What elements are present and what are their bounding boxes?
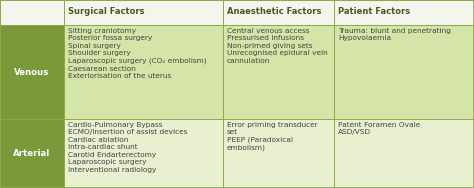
Text: Patent Foramen Ovale
ASD/VSD: Patent Foramen Ovale ASD/VSD bbox=[338, 122, 420, 135]
Bar bbox=[64, 25, 223, 119]
Text: Trauma: blunt and penetrating
Hypovolaemia: Trauma: blunt and penetrating Hypovolaem… bbox=[338, 28, 451, 41]
Text: Anaesthetic Factors: Anaesthetic Factors bbox=[227, 7, 321, 16]
Bar bbox=[223, 0, 334, 25]
Bar bbox=[334, 0, 474, 25]
Bar bbox=[64, 0, 223, 25]
Text: Central venous access
Pressurised infusions
Non-primed giving sets
Unrecognised : Central venous access Pressurised infusi… bbox=[227, 28, 328, 64]
Text: Surgical Factors: Surgical Factors bbox=[68, 7, 144, 16]
Bar bbox=[334, 25, 474, 119]
Bar bbox=[334, 119, 474, 188]
Text: Patient Factors: Patient Factors bbox=[338, 7, 410, 16]
Text: Error priming transducer
set
PEEP (Paradoxical
embolism): Error priming transducer set PEEP (Parad… bbox=[227, 122, 317, 151]
Bar bbox=[223, 119, 334, 188]
Bar bbox=[0, 0, 64, 25]
Bar bbox=[64, 119, 223, 188]
Text: Venous: Venous bbox=[14, 68, 50, 77]
Bar bbox=[0, 25, 64, 119]
Bar bbox=[223, 25, 334, 119]
Text: Arterial: Arterial bbox=[13, 149, 51, 158]
Bar bbox=[0, 119, 64, 188]
Text: Sitting craniotomy
Posterior fossa surgery
Spinal surgery
Shoulder surgery
Lapar: Sitting craniotomy Posterior fossa surge… bbox=[68, 28, 207, 79]
Text: Cardio-Pulmonary Bypass
ECMO/Insertion of assist devices
Cardiac ablation
Intra-: Cardio-Pulmonary Bypass ECMO/Insertion o… bbox=[68, 122, 187, 173]
